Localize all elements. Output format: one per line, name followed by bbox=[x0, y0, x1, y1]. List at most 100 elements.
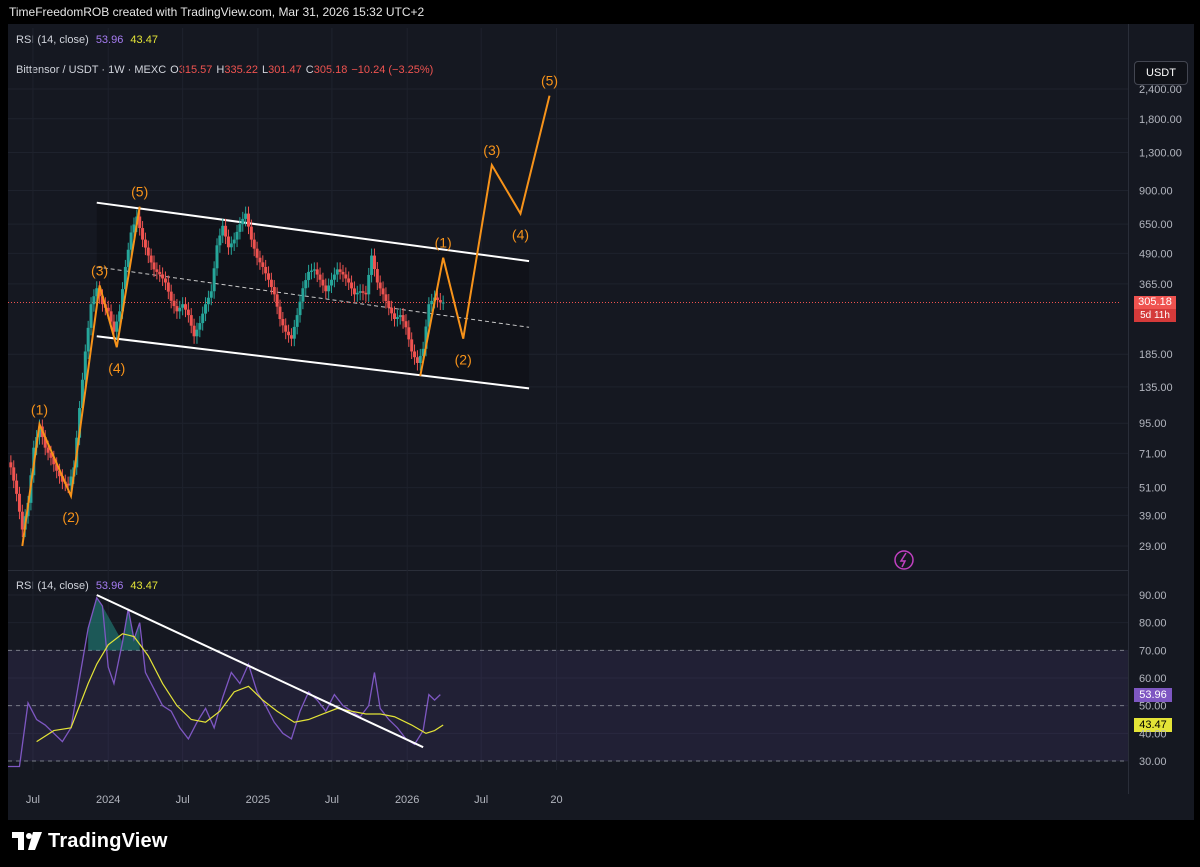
low-label: L bbox=[261, 64, 269, 76]
candle-body bbox=[15, 480, 19, 494]
pane-separator[interactable] bbox=[8, 570, 1128, 571]
candle-body bbox=[350, 282, 354, 289]
price-axis-separator bbox=[1128, 24, 1129, 794]
candle-body bbox=[335, 269, 339, 275]
candle-body bbox=[100, 296, 104, 305]
symbol-legend[interactable]: Bittensor / USDT · 1W · MEXC O315.57 H335.… bbox=[16, 64, 437, 76]
rsi-axis-label: 60.00 bbox=[1139, 673, 1167, 685]
rsi-axis-label: 50.00 bbox=[1139, 701, 1167, 713]
candle-body bbox=[378, 282, 382, 289]
elliott-wave-label: (2) bbox=[455, 352, 472, 368]
candle-body bbox=[175, 306, 179, 312]
price-axis-label: 71.00 bbox=[1139, 448, 1167, 460]
price-axis-label: 185.00 bbox=[1139, 349, 1173, 361]
candle-body bbox=[161, 274, 165, 279]
candle-body bbox=[52, 457, 56, 465]
candle-body bbox=[106, 307, 110, 312]
candle-body bbox=[126, 249, 130, 267]
candle-body bbox=[172, 300, 176, 307]
candle-body bbox=[221, 225, 225, 236]
tradingview-logo[interactable]: TradingView bbox=[12, 828, 168, 854]
candle-body bbox=[89, 304, 93, 328]
candle-body bbox=[69, 476, 73, 486]
candle-body bbox=[224, 225, 228, 237]
candle-body bbox=[46, 447, 50, 453]
time-axis-label: Jul bbox=[325, 794, 339, 806]
candle-body bbox=[138, 216, 142, 229]
candle-body bbox=[370, 255, 374, 275]
candle-body bbox=[364, 292, 368, 295]
rsi-pane-legend[interactable]: RSI (14, close) 53.96 43.47 bbox=[16, 580, 162, 592]
candle-body bbox=[327, 285, 331, 292]
candle-body bbox=[315, 269, 319, 275]
candle-body bbox=[206, 297, 210, 305]
candle-body bbox=[86, 327, 90, 352]
rsi-line bbox=[8, 596, 441, 768]
currency-button[interactable]: USDT bbox=[1134, 61, 1188, 85]
candle-body bbox=[20, 511, 24, 530]
candle-body bbox=[284, 325, 288, 332]
top-rsi-legend[interactable]: RSI (14, close) 53.96 43.47 bbox=[16, 34, 162, 46]
open-label: O bbox=[170, 64, 179, 76]
time-axis-label: 20 bbox=[550, 794, 562, 806]
candle-body bbox=[289, 335, 293, 339]
candle-body bbox=[281, 319, 285, 326]
candle-body bbox=[118, 311, 122, 322]
candle-body bbox=[204, 304, 208, 314]
candle-body bbox=[287, 331, 291, 336]
candle-body bbox=[361, 291, 365, 293]
rsi-axis-label: 70.00 bbox=[1139, 645, 1167, 657]
tradingview-logo-icon bbox=[12, 832, 42, 850]
candle-body bbox=[218, 235, 222, 246]
candle-body bbox=[17, 493, 21, 512]
rsi-trendline bbox=[96, 594, 424, 749]
chart-frame[interactable] bbox=[8, 24, 1194, 820]
candle-body bbox=[229, 243, 233, 248]
candle-body bbox=[341, 271, 345, 275]
candle-body bbox=[209, 291, 213, 298]
candle-body bbox=[267, 273, 271, 280]
price-axis-label: 39.00 bbox=[1139, 510, 1167, 522]
channel-lower-line bbox=[96, 335, 530, 390]
candle-body bbox=[410, 339, 414, 352]
rsi-legend-label: RSI (14, close) bbox=[16, 580, 89, 592]
candle-body bbox=[235, 231, 239, 240]
candle-body bbox=[318, 274, 322, 280]
candle-body bbox=[80, 379, 84, 409]
candle-body bbox=[298, 301, 302, 316]
alert-icon-bolt bbox=[899, 552, 907, 568]
candle-body bbox=[264, 266, 268, 274]
candle-body bbox=[246, 213, 250, 227]
candle-body bbox=[413, 351, 417, 358]
close-value: 305.18 bbox=[313, 64, 348, 76]
candle-body bbox=[232, 239, 236, 244]
candle-body bbox=[427, 304, 431, 327]
price-axis-label: 135.00 bbox=[1139, 382, 1173, 394]
rsi-axis-label: 30.00 bbox=[1139, 756, 1167, 768]
candle-body bbox=[198, 323, 202, 330]
candle-body bbox=[415, 357, 419, 363]
candle-body bbox=[304, 280, 308, 289]
candle-body bbox=[395, 317, 399, 320]
low-value: 301.47 bbox=[268, 64, 302, 76]
candle-body bbox=[332, 274, 336, 280]
price-axis-label: 29.00 bbox=[1139, 541, 1167, 553]
bar-countdown: 5d 11h bbox=[1134, 309, 1176, 322]
candle-body bbox=[212, 268, 216, 292]
candle-body bbox=[158, 271, 162, 275]
candle-body bbox=[324, 285, 328, 292]
candle-body bbox=[407, 327, 411, 340]
top-rsi-legend-label: RSI (14, close) bbox=[16, 34, 89, 46]
price-axis-label: 900.00 bbox=[1139, 186, 1173, 198]
price-axis-label: 95.00 bbox=[1139, 418, 1167, 430]
candle-body bbox=[109, 311, 113, 322]
time-axis-label: 2024 bbox=[96, 794, 120, 806]
candle-body bbox=[352, 288, 356, 295]
candle-body bbox=[344, 274, 348, 279]
candle-body bbox=[367, 274, 371, 295]
time-axis-label: Jul bbox=[474, 794, 488, 806]
candle-body bbox=[166, 282, 170, 292]
candle-body bbox=[312, 269, 316, 271]
rsi-ma-tag: 43.47 bbox=[1134, 718, 1172, 732]
